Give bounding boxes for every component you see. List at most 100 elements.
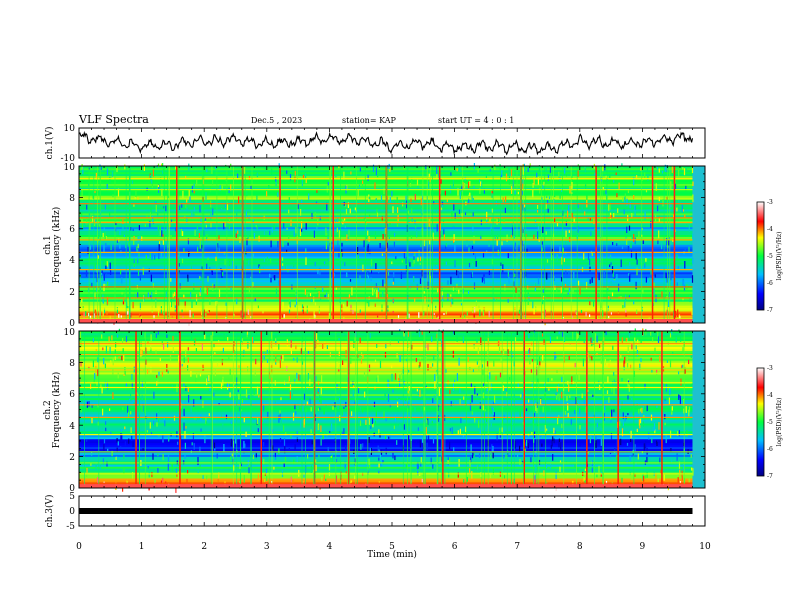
- spectrogram-cell: [159, 241, 161, 245]
- spectrogram-cell: [547, 174, 549, 181]
- spectrogram-cell: [126, 480, 128, 485]
- spectrogram-cell: [506, 234, 508, 242]
- spectrogram-cell: [494, 395, 496, 403]
- spectrogram-cell: [419, 440, 421, 448]
- spectrogram-cell: [103, 443, 105, 451]
- weak-sferic: [268, 331, 270, 488]
- spectrogram-cell: [366, 235, 368, 243]
- spectrogram-line: [79, 386, 693, 389]
- spectrogram-cell: [374, 182, 376, 191]
- spectrogram-cell: [86, 467, 88, 473]
- spectrogram-cell: [122, 219, 124, 224]
- spectrogram-cell: [95, 349, 97, 352]
- spectrogram-cell: [177, 461, 179, 466]
- spectrogram-cell: [149, 220, 151, 228]
- spectrogram-cell: [670, 281, 672, 286]
- spectrogram-cell: [304, 288, 306, 295]
- spectrogram-cell: [469, 192, 471, 196]
- spectrogram-cell: [94, 264, 96, 271]
- spectrogram-cell: [403, 250, 405, 259]
- spectrogram-cell: [149, 253, 151, 259]
- spectrogram-cell: [266, 349, 268, 354]
- spectrogram-cell: [220, 413, 223, 418]
- spectrogram-cell: [141, 459, 143, 463]
- spectrogram-cell: [202, 196, 204, 202]
- spectrogram-cell: [665, 435, 667, 444]
- spectrogram-cell: [187, 205, 189, 209]
- spectrogram-cell: [628, 295, 630, 298]
- spectrogram-cell: [167, 370, 169, 374]
- spectrogram-cell: [300, 348, 302, 355]
- ch1-ytick-0: 0: [69, 319, 75, 329]
- spectrogram-cell: [671, 406, 673, 411]
- spectrogram-cell: [536, 172, 538, 178]
- spectrogram-cell: [479, 188, 481, 194]
- spectrogram-cell: [144, 224, 146, 227]
- spectrogram-cell: [319, 268, 321, 275]
- spectrogram-cell: [365, 387, 367, 394]
- spectrogram-cell: [95, 461, 97, 469]
- spectrogram-cell: [92, 457, 94, 460]
- weak-sferic: [484, 331, 485, 488]
- spectrogram-cell: [508, 176, 510, 185]
- spectrogram-cell: [162, 477, 164, 485]
- sferic-spike-core: [439, 173, 441, 268]
- spectrogram-cell: [398, 399, 400, 404]
- spectrogram-cell: [175, 468, 178, 473]
- spectrogram-cell: [658, 196, 660, 202]
- weak-sferic: [168, 166, 170, 323]
- spectrogram-cell: [627, 345, 629, 353]
- spectrogram-cell: [686, 430, 688, 437]
- spectrogram-cell: [436, 174, 438, 179]
- spectrogram-band: [79, 454, 693, 457]
- spectrogram-cell: [413, 256, 415, 260]
- spectrogram-cell: [476, 361, 478, 365]
- spectrogram-cell: [449, 428, 451, 432]
- spectrogram-cell: [162, 280, 164, 283]
- spectrogram-cell: [205, 421, 208, 426]
- ch2-ytick-0: 0: [69, 484, 75, 494]
- spectrogram-cell: [432, 464, 434, 469]
- spectrogram-cell: [526, 248, 528, 252]
- spectrogram-cell: [532, 189, 534, 198]
- spectrogram-cell: [653, 287, 655, 295]
- spectrogram-cell: [274, 400, 276, 404]
- ch1-colorbar-ramp: [756, 201, 765, 311]
- spectrogram-cell: [378, 470, 380, 474]
- spectrogram-cell: [625, 309, 627, 313]
- spectrogram-line: [79, 353, 693, 356]
- spectrogram-cell: [228, 170, 230, 175]
- spectrogram-cell: [664, 164, 666, 172]
- spectrogram-cell: [589, 435, 591, 444]
- spectrogram-cell: [221, 360, 223, 363]
- spectrogram-cell: [548, 196, 551, 200]
- spectrogram-cell: [213, 392, 215, 397]
- spectrogram-cell: [645, 190, 648, 193]
- spectrogram-cell: [552, 454, 554, 461]
- spectrogram-cell: [439, 186, 442, 195]
- spectrogram-cell: [275, 177, 277, 182]
- spectrogram-cell: [205, 312, 207, 317]
- spectrogram-cell: [166, 364, 168, 372]
- spectrogram-cell: [280, 397, 282, 401]
- spectrogram-cell: [234, 438, 237, 444]
- spectrogram-cell: [103, 307, 106, 314]
- weak-sferic: [271, 331, 273, 488]
- spectrogram-cell: [193, 206, 195, 212]
- spectrogram-cell: [364, 391, 366, 398]
- spectrogram-cell: [652, 427, 654, 431]
- spectrogram-cell: [647, 458, 649, 463]
- spectrogram-cell: [235, 265, 237, 273]
- weak-sferic: [545, 331, 547, 488]
- spectrogram-cell: [238, 393, 240, 400]
- spectrogram-cell: [320, 425, 322, 432]
- spectrogram-cell: [425, 356, 427, 361]
- spectrogram-cell: [640, 167, 642, 171]
- weak-sferic: [553, 166, 554, 323]
- spectrogram-cell: [565, 174, 568, 177]
- spectrogram-cell: [79, 255, 81, 259]
- spectrogram-cell: [187, 387, 189, 392]
- spectrogram-cell: [513, 281, 515, 287]
- spectrogram-cell: [147, 196, 150, 200]
- spectrogram-cell: [449, 389, 451, 394]
